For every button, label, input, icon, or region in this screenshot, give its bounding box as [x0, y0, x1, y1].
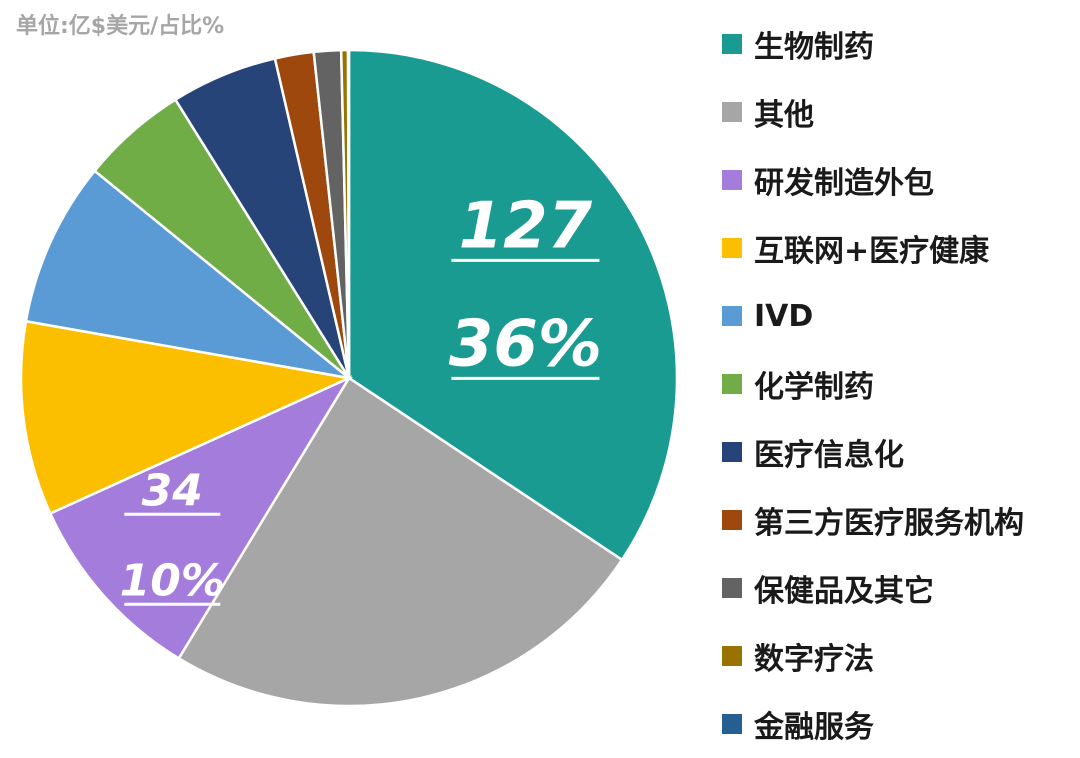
legend-item: 数字疗法 — [722, 622, 1024, 690]
legend-item: 金融服务 — [722, 690, 1024, 758]
legend-swatch — [722, 306, 742, 326]
unit-note: 单位:亿$美元/占比% — [16, 14, 225, 39]
legend-label: 互联网+医疗健康 — [754, 234, 990, 269]
legend-label: IVD — [754, 298, 814, 334]
legend-item: 生物制药 — [722, 10, 1024, 78]
legend-label: 医疗信息化 — [754, 438, 904, 473]
legend-swatch — [722, 510, 742, 530]
legend-label: 其他 — [754, 98, 814, 133]
pie-slice-2 — [48, 375, 353, 661]
legend-item: 化学制药 — [722, 350, 1024, 418]
legend-swatch — [722, 238, 742, 258]
legend-swatch — [722, 374, 742, 394]
legend-item: 医疗信息化 — [722, 418, 1024, 486]
legend-label: 第三方医疗服务机构 — [754, 506, 1024, 541]
legend-label: 生物制药 — [754, 30, 874, 65]
legend-swatch — [722, 646, 742, 666]
legend-item: 第三方医疗服务机构 — [722, 486, 1024, 554]
legend-label: 数字疗法 — [754, 642, 874, 677]
data-label-0-1: 36% — [449, 308, 602, 382]
pie-data-labels: 127 36% 34 10% — [120, 190, 602, 607]
data-label-2-0: 34 — [142, 466, 203, 517]
legend-swatch — [722, 170, 742, 190]
legend-swatch — [722, 102, 742, 122]
pie-slice-4 — [24, 169, 354, 381]
data-label-2-1: 10% — [120, 556, 225, 607]
legend-item: 保健品及其它 — [722, 554, 1024, 622]
legend-label: 金融服务 — [754, 710, 874, 745]
legend-swatch — [722, 34, 742, 54]
legend-swatch — [722, 714, 742, 734]
pie-slices — [19, 48, 679, 708]
legend-swatch — [722, 442, 742, 462]
legend-item: 研发制造外包 — [722, 146, 1024, 214]
legend-label: 化学制药 — [754, 370, 874, 405]
legend-item: 其他 — [722, 78, 1024, 146]
pie-slice-1 — [177, 376, 624, 708]
pie-slice-3 — [19, 319, 354, 516]
pie-chart: 127 36% 34 10% — [19, 48, 679, 708]
data-label-0-0: 127 — [459, 190, 593, 264]
legend-item: 互联网+医疗健康 — [722, 214, 1024, 282]
legend-item: IVD — [722, 282, 1024, 350]
legend-swatch — [722, 578, 742, 598]
chart-legend: 生物制药其他研发制造外包互联网+医疗健康 IVD 化学制药医疗信息化第三方医疗服务机… — [722, 10, 1024, 758]
legend-label: 研发制造外包 — [754, 166, 934, 201]
legend-label: 保健品及其它 — [754, 574, 934, 609]
pie-slice-10 — [346, 48, 351, 379]
